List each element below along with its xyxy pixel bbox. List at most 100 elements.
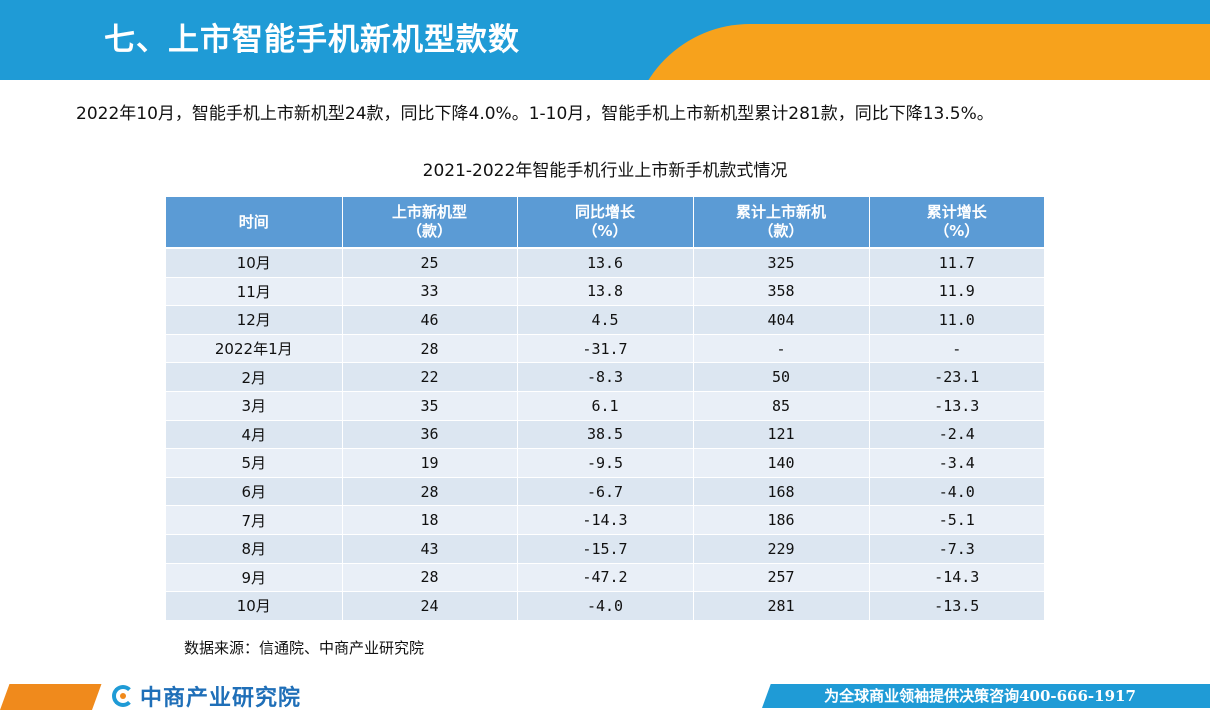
table-row: 2022年1月 28 -31.7- - bbox=[166, 334, 1044, 364]
table-cell: 35 bbox=[342, 391, 518, 421]
table-row: 9月 28 -47.2 257 -14.3 bbox=[166, 563, 1044, 593]
table-cell: 13.6 bbox=[517, 248, 694, 278]
table-cell: 4.5 bbox=[517, 305, 694, 335]
table-cell: 28 bbox=[342, 477, 518, 507]
data-table: 时间 上市新机型 （款） 同比增长 （%） 累计上市新机 （款） 累计增长 （%… bbox=[166, 197, 1044, 621]
table-cell: 46 bbox=[342, 305, 518, 335]
table-cell: 229 bbox=[693, 534, 870, 564]
table-cell: 2月 bbox=[166, 362, 343, 392]
table-cell: 11月 bbox=[166, 277, 343, 307]
table-cell: 2022年1月 bbox=[166, 334, 343, 364]
table-cell: 5月 bbox=[166, 448, 343, 478]
table-cell: 19 bbox=[342, 448, 518, 478]
table-cell: 18 bbox=[342, 505, 518, 535]
table-cell: 24 bbox=[342, 591, 518, 621]
table-cell: 50 bbox=[693, 362, 870, 392]
table-cell: 404 bbox=[693, 305, 870, 335]
table-cell: 43 bbox=[342, 534, 518, 564]
column-header-line: 同比增长 bbox=[574, 203, 635, 221]
table-cell: -13.5 bbox=[869, 591, 1044, 621]
table-cell: 257 bbox=[693, 563, 870, 593]
table-cell: 38.5 bbox=[517, 420, 694, 450]
askci-logo-icon bbox=[112, 685, 134, 707]
table-cell: - bbox=[869, 334, 1044, 364]
table-cell: 7月 bbox=[166, 505, 343, 535]
table-row: 7月 18 -14.3 186 -5.1 bbox=[166, 505, 1044, 535]
table-cell: 28 bbox=[342, 563, 518, 593]
table-cell: -13.3 bbox=[869, 391, 1044, 421]
table-cell: 10月 bbox=[166, 248, 343, 278]
column-header-cumulative-models: 累计上市新机 （款） bbox=[693, 197, 870, 249]
table-cell: 281 bbox=[693, 591, 870, 621]
table-cell: -4.0 bbox=[517, 591, 694, 621]
column-header-line: 累计上市新机 bbox=[735, 203, 826, 221]
table-cell: - bbox=[693, 334, 870, 364]
table-cell: 8月 bbox=[166, 534, 343, 564]
table-cell: 3月 bbox=[166, 391, 343, 421]
table-cell: 4月 bbox=[166, 420, 343, 450]
table-cell: -23.1 bbox=[869, 362, 1044, 392]
table-cell: -3.4 bbox=[869, 448, 1044, 478]
table-cell: -2.4 bbox=[869, 420, 1044, 450]
table-cell: 10月 bbox=[166, 591, 343, 621]
column-header-unit: （款） bbox=[406, 222, 452, 240]
table-cell: -14.3 bbox=[517, 505, 694, 535]
table-cell: -15.7 bbox=[517, 534, 694, 564]
table-header-row: 时间 上市新机型 （款） 同比增长 （%） 累计上市新机 （款） 累计增长 （%… bbox=[166, 197, 1044, 249]
table-cell: 36 bbox=[342, 420, 518, 450]
column-header-line: 上市新机型 bbox=[391, 203, 467, 221]
table-row: 6月 28 -6.7 168 -4.0 bbox=[166, 477, 1044, 507]
table-cell: 6.1 bbox=[517, 391, 694, 421]
table-row: 10月 25 13.6 325 11.7 bbox=[166, 248, 1044, 278]
table-cell: -14.3 bbox=[869, 563, 1044, 593]
table-cell: -7.3 bbox=[869, 534, 1044, 564]
column-header-time: 时间 bbox=[166, 197, 343, 249]
column-header-yoy-growth: 同比增长 （%） bbox=[517, 197, 694, 249]
column-header-unit: （%） bbox=[582, 222, 628, 240]
table-cell: 11.9 bbox=[869, 277, 1044, 307]
table-row: 4月 36 38.5 121 -2.4 bbox=[166, 420, 1044, 450]
table-cell: 11.0 bbox=[869, 305, 1044, 335]
column-header-unit: （%） bbox=[934, 222, 980, 240]
table-cell: 140 bbox=[693, 448, 870, 478]
table-cell: 121 bbox=[693, 420, 870, 450]
data-source-note: 数据来源：信通院、中商产业研究院 bbox=[184, 639, 425, 657]
table-row: 10月 24 -4.0 281 -13.5 bbox=[166, 591, 1044, 621]
table-cell: -8.3 bbox=[517, 362, 694, 392]
table-cell: 12月 bbox=[166, 305, 343, 335]
table-cell: -31.7 bbox=[517, 334, 694, 364]
summary-text: 2022年10月，智能手机上市新机型24款，同比下降4.0%。1-10月，智能手… bbox=[76, 104, 994, 124]
table-cell: 358 bbox=[693, 277, 870, 307]
footer-slogan: 为全球商业领袖提供决策咨询400-666-1917 bbox=[824, 687, 1136, 705]
table-row: 3月 35 6.1 85 -13.3 bbox=[166, 391, 1044, 421]
table-cell: -9.5 bbox=[517, 448, 694, 478]
table-cell: 11.7 bbox=[869, 248, 1044, 278]
table-row: 8月 43 -15.7 229 -7.3 bbox=[166, 534, 1044, 564]
table-cell: 33 bbox=[342, 277, 518, 307]
table-cell: 186 bbox=[693, 505, 870, 535]
table-cell: 13.8 bbox=[517, 277, 694, 307]
table-cell: -5.1 bbox=[869, 505, 1044, 535]
table-cell: 168 bbox=[693, 477, 870, 507]
footer-logo: 中商产业研究院 bbox=[112, 680, 301, 712]
table-row: 5月 19 -9.5 140 -3.4 bbox=[166, 448, 1044, 478]
table-cell: 25 bbox=[342, 248, 518, 278]
table-cell: -4.0 bbox=[869, 477, 1044, 507]
table-cell: 28 bbox=[342, 334, 518, 364]
header-banner: 七、上市智能手机新机型款数 bbox=[0, 0, 1210, 80]
column-header-line: 时间 bbox=[238, 212, 269, 231]
footer-logo-text: 中商产业研究院 bbox=[140, 686, 302, 711]
table-cell: 9月 bbox=[166, 563, 343, 593]
table-title: 2021-2022年智能手机行业上市新手机款式情况 bbox=[422, 161, 788, 181]
table-row: 2月 22 -8.3 50 -23.1 bbox=[166, 362, 1044, 392]
table-cell: 22 bbox=[342, 362, 518, 392]
table-cell: -47.2 bbox=[517, 563, 694, 593]
table-row: 12月 46 4.5 404 11.0 bbox=[166, 305, 1044, 335]
table-cell: 325 bbox=[693, 248, 870, 278]
column-header-cumulative-growth: 累计增长 （%） bbox=[869, 197, 1044, 249]
table-cell: 6月 bbox=[166, 477, 343, 507]
page-title: 七、上市智能手机新机型款数 bbox=[104, 22, 520, 58]
column-header-new-models: 上市新机型 （款） bbox=[342, 197, 518, 249]
column-header-line: 累计增长 bbox=[926, 203, 987, 221]
table-body: 10月 25 13.6 325 11.7 11月 33 13.8 358 11.9 12月 46 4.5… bbox=[166, 248, 1044, 621]
